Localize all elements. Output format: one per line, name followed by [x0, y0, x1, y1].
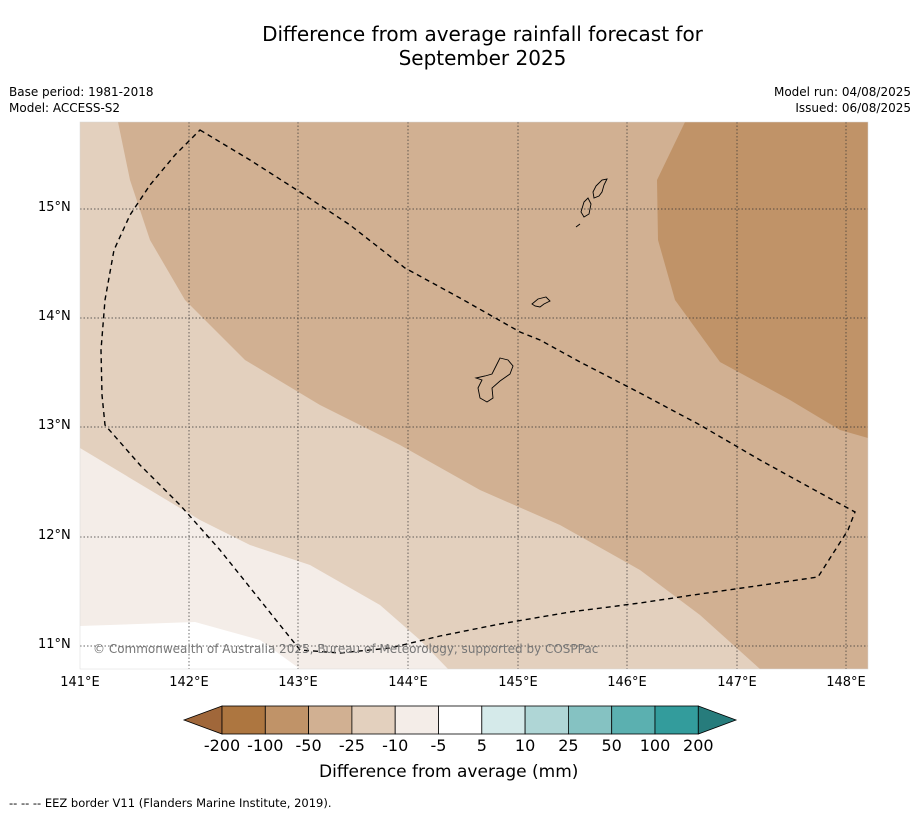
lat-tick-14n: 14°N: [38, 309, 71, 324]
lon-tick-144e: 144°E: [388, 675, 428, 690]
colorbar-tick-label: 100: [639, 736, 671, 755]
colorbar-tick-label: 200: [683, 736, 714, 755]
colorbar-extend-low: [182, 705, 223, 735]
colorbar-segment: [394, 705, 439, 735]
lon-tick-145e: 145°E: [498, 675, 538, 690]
colorbar-tick-label: -50: [295, 736, 322, 755]
lon-tick-143e: 143°E: [278, 675, 318, 690]
colorbar-tick-label: -200: [203, 736, 241, 755]
colorbar-tick-label: -100: [247, 736, 284, 755]
colorbar-tick-label: 10: [514, 736, 536, 755]
colorbar-segment: [221, 705, 266, 735]
map-area: [80, 122, 868, 669]
colorbar: [182, 705, 738, 735]
lon-tick-141e: 141°E: [60, 675, 100, 690]
colorbar-segment: [438, 705, 483, 735]
colorbar-tick-label: -5: [430, 736, 447, 755]
chart-title: Difference from average rainfall forecas…: [0, 22, 919, 70]
colorbar-title: Difference from average (mm): [319, 762, 579, 782]
colorbar-tick-label: 5: [476, 736, 487, 755]
meta-right: Model run: 04/08/2025 Issued: 06/08/2025: [774, 84, 911, 116]
aguijan-island: [575, 223, 581, 228]
lat-tick-12n: 12°N: [38, 528, 71, 543]
colorbar-tick-label: -25: [338, 736, 365, 755]
colorbar-segment: [351, 705, 396, 735]
meta-left: Base period: 1981-2018 Model: ACCESS-S2: [9, 84, 154, 116]
islands: [474, 178, 608, 403]
saipan-island: [592, 178, 608, 199]
lat-tick-13n: 13°N: [38, 418, 71, 433]
colorbar-segment: [481, 705, 526, 735]
colorbar-tick-label: 25: [558, 736, 579, 755]
anomaly-band-10-25: [80, 122, 760, 669]
anomaly-band-near-zero: [80, 622, 300, 669]
colorbar-extend-high: [697, 705, 738, 735]
issued-label: Issued: 06/08/2025: [795, 101, 911, 115]
lat-tick-15n: 15°N: [38, 200, 71, 215]
colorbar-tick-label: -10: [382, 736, 409, 755]
tinian-island: [580, 197, 592, 218]
colorbar-segment: [308, 705, 353, 735]
rota-island: [531, 296, 551, 308]
lon-tick-148e: 148°E: [826, 675, 866, 690]
anomaly-band-50-100: [657, 122, 868, 438]
colorbar-segment: [568, 705, 613, 735]
title-line-2: September 2025: [398, 46, 567, 70]
lon-tick-142e: 142°E: [169, 675, 209, 690]
lon-tick-146e: 146°E: [607, 675, 647, 690]
footnote-eez: -- -- -- EEZ border V11 (Flanders Marine…: [9, 796, 332, 810]
guam-island: [474, 357, 514, 403]
colorbar-segment: [654, 705, 699, 735]
model-label: Model: ACCESS-S2: [9, 101, 121, 115]
colorbar-segment: [611, 705, 656, 735]
anomaly-band-5-10: [80, 448, 448, 669]
eez-border: [100, 129, 856, 654]
copyright-text: © Commonwealth of Australia 2025, Bureau…: [93, 642, 599, 656]
model-run-label: Model run: 04/08/2025: [773, 85, 911, 99]
colorbar-segment: [524, 705, 569, 735]
map-frame: [79, 121, 869, 670]
title-line-1: Difference from average rainfall forecas…: [262, 22, 703, 46]
colorbar-tick-label: 50: [601, 736, 622, 755]
lat-tick-11n: 11°N: [38, 637, 71, 652]
lon-tick-147e: 147°E: [717, 675, 757, 690]
base-period-label: Base period: 1981-2018: [9, 85, 154, 99]
gridlines: [80, 122, 868, 669]
colorbar-segment: [264, 705, 309, 735]
